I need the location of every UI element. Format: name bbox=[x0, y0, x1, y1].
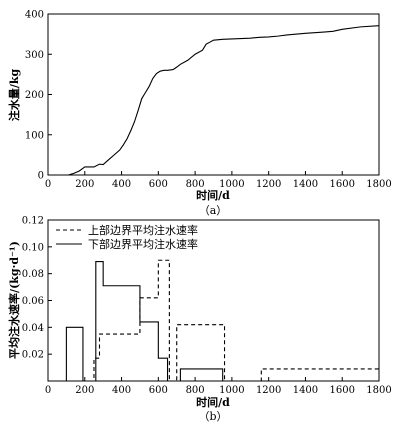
x-tick-label: 1000 bbox=[219, 179, 244, 190]
y-axis-ticks-b: 0.02 0.04 0.06 0.08 0.10 0.12 bbox=[22, 216, 52, 361]
x-tick-label: 1600 bbox=[329, 385, 354, 396]
y-axis-ticks-a: 0 100 200 300 400 bbox=[25, 10, 52, 182]
x-tick-label: 1800 bbox=[366, 385, 391, 396]
series-line bbox=[68, 25, 380, 176]
x-tick-label: 600 bbox=[149, 179, 168, 190]
caption-b: （b） bbox=[198, 410, 227, 423]
y-tick-label: 300 bbox=[25, 50, 44, 61]
y-tick-label: 0.02 bbox=[22, 350, 44, 361]
y-tick-label: 400 bbox=[25, 10, 44, 21]
y-tick-label: 0.04 bbox=[22, 323, 44, 334]
x-axis-label-b: 时间/d bbox=[196, 395, 230, 409]
x-tick-label: 800 bbox=[186, 385, 205, 396]
plot-area-a bbox=[47, 13, 380, 176]
x-tick-label: 0 bbox=[45, 179, 51, 190]
x-tick-label: 1800 bbox=[366, 179, 391, 190]
y-tick-label: 200 bbox=[25, 90, 44, 101]
y-tick-label: 0.12 bbox=[22, 216, 44, 227]
x-tick-label: 200 bbox=[75, 385, 94, 396]
y-tick-label: 100 bbox=[25, 130, 44, 141]
legend-label-upper: 上部边界平均注水速率 bbox=[88, 223, 198, 237]
y-tick-label: 0.08 bbox=[22, 269, 44, 280]
x-tick-label: 600 bbox=[149, 385, 168, 396]
x-tick-label: 400 bbox=[112, 179, 131, 190]
x-tick-label: 1400 bbox=[293, 179, 318, 190]
series-group-a bbox=[68, 25, 380, 176]
x-tick-label: 1000 bbox=[219, 385, 244, 396]
x-tick-label: 200 bbox=[75, 179, 94, 190]
x-tick-label: 400 bbox=[112, 385, 131, 396]
x-tick-label: 1200 bbox=[256, 385, 281, 396]
x-axis-label-a: 时间/d bbox=[196, 188, 230, 202]
y-tick-label: 0.10 bbox=[22, 242, 44, 253]
caption-a: （a） bbox=[199, 204, 228, 217]
series-group-b bbox=[48, 259, 379, 382]
legend-label-lower: 下部边界平均注水速率 bbox=[88, 237, 198, 251]
chart-b: 0 200 400 600 800 1000 1200 1400 1600 1800 0.020.… bbox=[7, 216, 392, 424]
y-axis-label-b: 平均注水速率/(kg·d⁻¹) bbox=[7, 241, 21, 359]
y-tick-label: 0.06 bbox=[22, 296, 44, 307]
legend-b: 上部边界平均注水速率 下部边界平均注水速率 bbox=[56, 223, 198, 251]
y-tick-label: 0 bbox=[38, 171, 44, 182]
series-line-upper bbox=[48, 259, 379, 382]
x-tick-label: 0 bbox=[45, 385, 51, 396]
x-tick-label: 1400 bbox=[293, 385, 318, 396]
x-tick-label: 1600 bbox=[329, 179, 354, 190]
x-tick-label: 800 bbox=[186, 179, 205, 190]
y-axis-label-a: 注水量/kg bbox=[7, 69, 21, 122]
chart-a: 0 200 400 600 800 1000 1200 1400 1600 1800 0 100 20… bbox=[7, 10, 392, 218]
x-axis-ticks-a: 0 200 400 600 800 1000 1200 1400 1600 1800 bbox=[45, 171, 392, 190]
x-axis-ticks-b: 0 200 400 600 800 1000 1200 1400 1600 1800 bbox=[45, 377, 392, 396]
x-tick-label: 1200 bbox=[256, 179, 281, 190]
series-line-lower bbox=[48, 261, 379, 382]
